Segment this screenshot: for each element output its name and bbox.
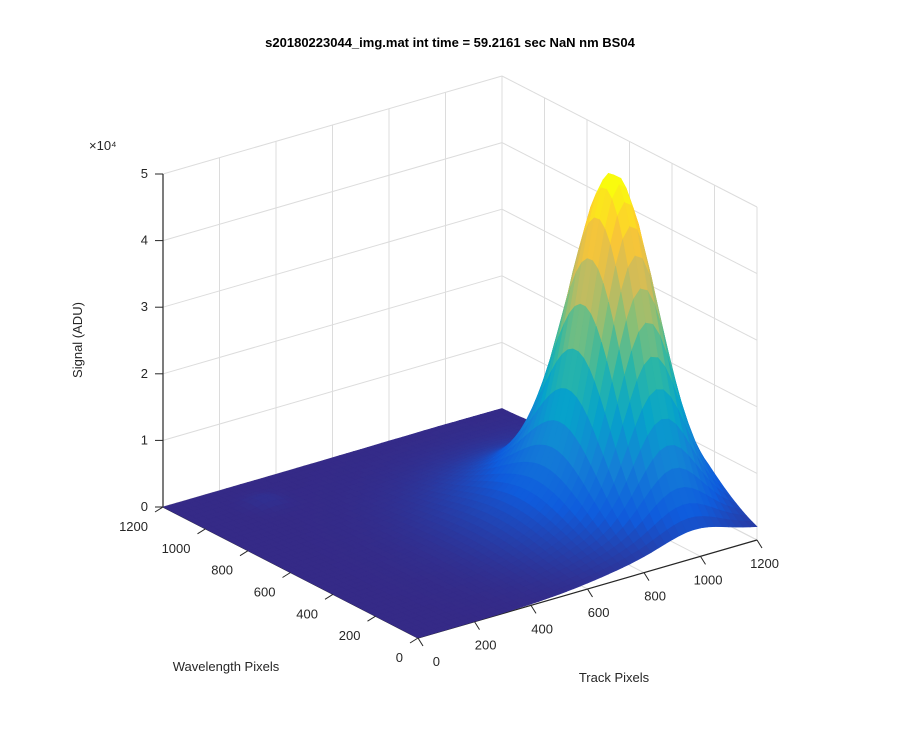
y-tick <box>239 550 249 557</box>
z-tick-label: 5 <box>141 166 148 181</box>
y-tick-label: 400 <box>296 606 318 621</box>
y-tick-label: 800 <box>211 563 233 578</box>
chart-title: s20180223044_img.mat int time = 59.2161 … <box>265 35 635 50</box>
y-tick <box>409 637 419 644</box>
x-tick-label: 200 <box>475 638 497 653</box>
grid-line <box>162 341 503 441</box>
x-tick-label: 1200 <box>750 556 779 571</box>
grid-line <box>162 142 503 242</box>
surface-patch <box>411 632 426 639</box>
y-tick <box>324 593 334 600</box>
y-axis-label: Wavelength Pixels <box>173 659 280 674</box>
x-tick-label: 600 <box>588 605 610 620</box>
z-tick-label: 2 <box>141 366 148 381</box>
x-tick-label: 400 <box>531 621 553 636</box>
z-tick-label: 0 <box>141 499 148 514</box>
x-tick <box>530 605 537 614</box>
z-axis-exponent: ×10⁴ <box>89 138 117 153</box>
z-axis-label: Signal (ADU) <box>70 302 85 378</box>
x-tick-label: 0 <box>433 654 440 669</box>
x-tick <box>643 572 650 581</box>
y-tick-label: 0 <box>396 650 403 665</box>
y-tick-label: 1000 <box>162 541 191 556</box>
x-axis-label: Track Pixels <box>579 670 650 685</box>
grid-line <box>162 275 503 375</box>
axis-ticks: 0200400600800100012000200400600800100012… <box>119 166 779 669</box>
y-tick-label: 600 <box>254 585 276 600</box>
grid-line <box>162 75 503 175</box>
z-tick-label: 4 <box>141 233 148 248</box>
x-tick <box>587 588 593 598</box>
grid-line <box>501 75 758 208</box>
y-tick <box>282 572 291 578</box>
x-tick <box>417 637 424 647</box>
x-tick-label: 800 <box>644 589 666 604</box>
x-tick-label: 1000 <box>694 572 723 587</box>
y-tick <box>154 506 164 513</box>
y-tick-label: 200 <box>339 628 361 643</box>
surface-mesh <box>162 173 758 639</box>
y-tick <box>197 528 206 535</box>
y-tick-label: 1200 <box>119 519 148 534</box>
x-tick <box>756 539 763 549</box>
x-tick <box>474 621 480 630</box>
z-tick-label: 3 <box>141 299 148 314</box>
grid-line <box>162 208 503 308</box>
x-tick <box>700 556 706 565</box>
z-tick-label: 1 <box>141 432 148 447</box>
y-tick <box>367 615 376 622</box>
